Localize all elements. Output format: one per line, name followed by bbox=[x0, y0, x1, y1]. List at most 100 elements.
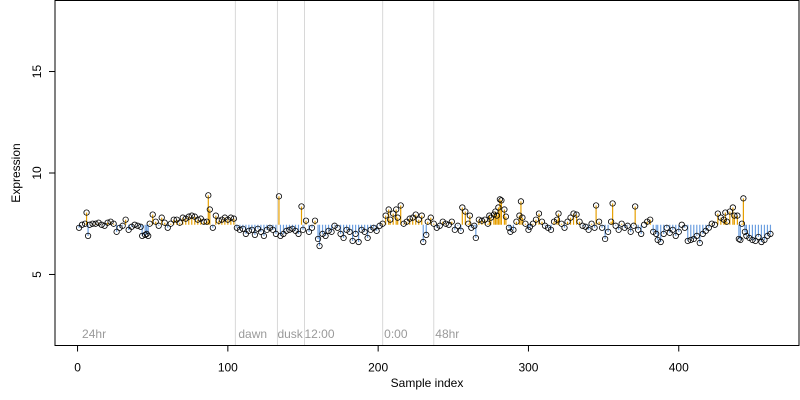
data-point bbox=[397, 202, 404, 209]
data-point bbox=[705, 224, 712, 231]
data-point bbox=[427, 214, 434, 221]
data-point bbox=[448, 218, 455, 225]
data-point bbox=[573, 211, 580, 218]
data-point bbox=[519, 214, 526, 221]
data-point bbox=[251, 231, 259, 238]
data-point bbox=[471, 222, 478, 229]
data-point bbox=[364, 234, 371, 242]
data-point bbox=[564, 218, 571, 225]
data-point bbox=[188, 212, 195, 219]
x-axis-title: Sample index bbox=[391, 376, 464, 390]
data-point bbox=[205, 192, 212, 199]
data-point bbox=[555, 210, 562, 217]
data-point bbox=[535, 210, 543, 217]
data-point bbox=[322, 232, 329, 240]
data-point bbox=[215, 217, 222, 224]
data-point bbox=[176, 219, 183, 226]
data-point bbox=[316, 242, 323, 250]
region-label-4: 0:00 bbox=[384, 327, 408, 341]
data-point bbox=[525, 226, 532, 233]
data-point bbox=[98, 221, 105, 228]
data-point bbox=[167, 220, 174, 227]
data-point bbox=[729, 204, 736, 211]
data-point bbox=[295, 230, 302, 237]
data-point bbox=[612, 222, 619, 229]
data-point bbox=[145, 232, 152, 240]
data-point bbox=[230, 215, 237, 222]
data-point bbox=[385, 206, 392, 213]
data-point bbox=[641, 221, 648, 228]
data-point bbox=[390, 210, 397, 217]
data-point bbox=[602, 235, 609, 243]
data-point bbox=[305, 228, 313, 235]
data-point bbox=[415, 216, 422, 223]
y-axis-title: Expression bbox=[9, 143, 23, 202]
data-point bbox=[484, 220, 491, 227]
data-point bbox=[119, 222, 126, 229]
data-point bbox=[257, 228, 265, 235]
data-point bbox=[393, 206, 400, 213]
data-point bbox=[570, 210, 577, 217]
data-point bbox=[206, 206, 213, 213]
data-point bbox=[361, 228, 368, 235]
data-point bbox=[170, 216, 177, 223]
data-point bbox=[478, 217, 485, 224]
data-point bbox=[553, 216, 561, 223]
x-tick-label: 100 bbox=[218, 361, 238, 375]
data-point bbox=[349, 237, 356, 245]
data-point bbox=[248, 226, 255, 233]
data-point bbox=[663, 224, 670, 231]
data-point bbox=[143, 230, 150, 237]
data-point bbox=[672, 232, 679, 240]
data-point bbox=[194, 216, 201, 223]
data-point bbox=[424, 218, 431, 225]
data-point bbox=[158, 214, 165, 221]
data-point bbox=[334, 224, 341, 231]
data-point bbox=[286, 226, 293, 233]
data-point bbox=[269, 226, 277, 233]
data-point bbox=[605, 228, 612, 235]
data-point bbox=[660, 230, 667, 237]
x-tick-label: 200 bbox=[368, 361, 388, 375]
data-point bbox=[513, 218, 520, 225]
data-point bbox=[227, 214, 234, 221]
data-point bbox=[501, 206, 508, 213]
data-point bbox=[81, 220, 89, 227]
data-point bbox=[236, 226, 243, 233]
data-point bbox=[308, 224, 316, 231]
data-point bbox=[113, 228, 120, 235]
data-point bbox=[412, 211, 419, 218]
data-point bbox=[495, 204, 502, 211]
data-point bbox=[635, 226, 642, 233]
data-point bbox=[134, 222, 141, 229]
data-point bbox=[632, 203, 639, 210]
data-point bbox=[585, 226, 592, 233]
data-point bbox=[373, 227, 380, 234]
data-point bbox=[486, 212, 493, 219]
data-point bbox=[711, 221, 718, 228]
data-point bbox=[149, 211, 156, 218]
data-point bbox=[245, 227, 252, 234]
x-tick-label: 400 bbox=[669, 361, 689, 375]
data-point bbox=[185, 213, 192, 220]
region-label-1: dawn bbox=[238, 327, 267, 341]
data-point bbox=[457, 227, 464, 234]
data-point bbox=[627, 228, 634, 235]
data-point bbox=[239, 225, 246, 232]
data-point bbox=[430, 220, 437, 227]
data-point bbox=[657, 238, 664, 246]
data-point bbox=[735, 235, 742, 243]
data-point bbox=[420, 238, 427, 246]
data-point bbox=[630, 222, 637, 229]
data-point bbox=[122, 216, 129, 223]
data-point bbox=[299, 226, 307, 233]
data-point bbox=[653, 230, 660, 237]
data-point bbox=[737, 236, 744, 244]
data-point bbox=[693, 232, 700, 240]
data-point bbox=[517, 198, 525, 205]
data-point bbox=[579, 222, 586, 229]
data-point bbox=[496, 196, 503, 203]
data-point bbox=[466, 212, 473, 219]
data-point bbox=[558, 220, 565, 227]
